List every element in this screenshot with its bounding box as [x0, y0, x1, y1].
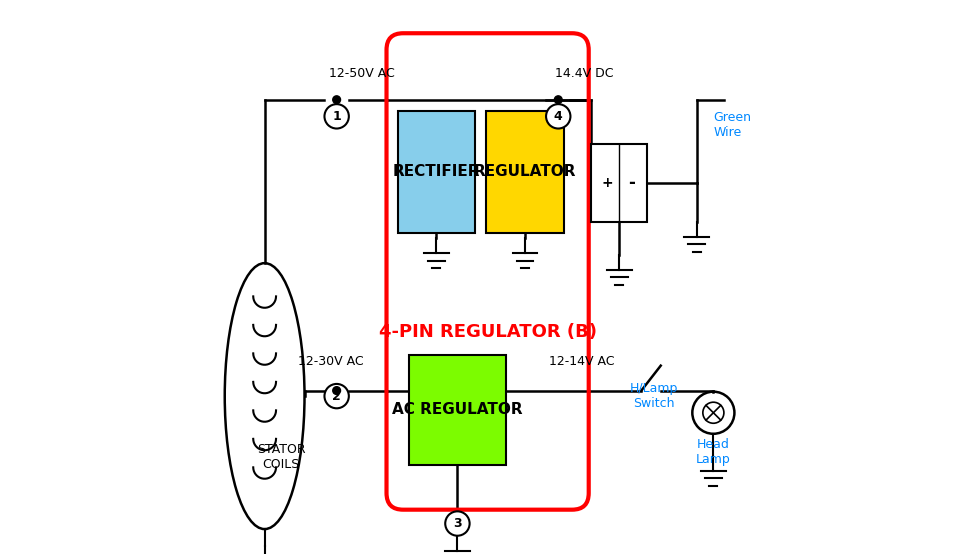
Circle shape — [324, 384, 349, 408]
Text: Head
Lamp: Head Lamp — [696, 438, 730, 465]
Text: RECTIFIER: RECTIFIER — [392, 164, 480, 179]
Text: REGULATOR: REGULATOR — [473, 164, 575, 179]
Text: 3: 3 — [452, 517, 461, 530]
Text: 12-50V AC: 12-50V AC — [328, 68, 394, 80]
Text: AC REGULATOR: AC REGULATOR — [392, 402, 522, 418]
Text: 14.4V DC: 14.4V DC — [555, 68, 613, 80]
Text: STATOR
COILS: STATOR COILS — [257, 443, 305, 471]
Circle shape — [324, 104, 349, 129]
Text: 4: 4 — [553, 110, 562, 123]
Text: H/Lamp
Switch: H/Lamp Switch — [629, 382, 677, 411]
FancyBboxPatch shape — [591, 144, 646, 222]
FancyBboxPatch shape — [486, 111, 563, 233]
Text: 12-30V AC: 12-30V AC — [298, 356, 363, 368]
Text: 1: 1 — [332, 110, 341, 123]
Circle shape — [545, 104, 570, 129]
Circle shape — [445, 511, 469, 536]
Text: 12-14V AC: 12-14V AC — [549, 356, 615, 368]
Circle shape — [332, 96, 340, 104]
Text: 4-PIN REGULATOR (B): 4-PIN REGULATOR (B) — [378, 324, 596, 341]
Circle shape — [554, 96, 562, 104]
FancyBboxPatch shape — [408, 355, 505, 465]
Text: +: + — [601, 176, 613, 190]
Text: -: - — [627, 174, 634, 192]
Text: 2: 2 — [332, 389, 341, 403]
Text: Green
Wire: Green Wire — [712, 111, 750, 138]
Circle shape — [332, 387, 340, 394]
FancyBboxPatch shape — [398, 111, 475, 233]
